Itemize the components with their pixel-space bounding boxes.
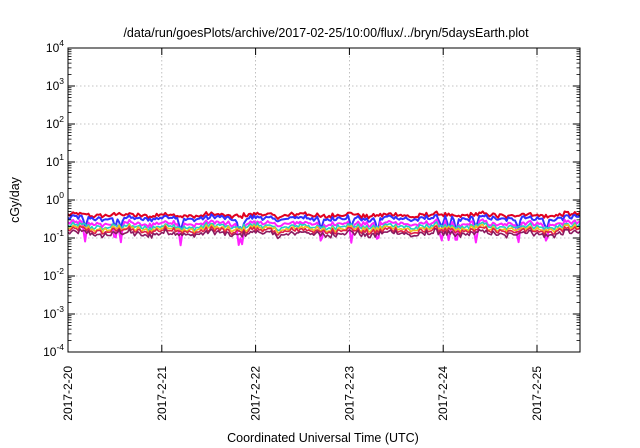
y-tick-label: 10-3 [43, 304, 64, 321]
series-line-3 [67, 218, 581, 247]
ticks [67, 47, 580, 353]
y-tick-label: 101 [46, 152, 64, 169]
grid [68, 48, 580, 352]
y-tick-labels: 10-4 10-3 10-2 10-1 100 101 102 103 104 [43, 38, 64, 359]
y-tick-label: 100 [46, 190, 64, 207]
series-line-7 [67, 227, 581, 240]
series-group [67, 210, 581, 247]
y-tick-label: 103 [46, 76, 64, 93]
x-axis-label: Coordinated Universal Time (UTC) [227, 431, 419, 445]
x-tick-labels: 2017-2-20 2017-2-21 2017-2-22 2017-2-23 2017… [61, 366, 544, 421]
series-line-1 [67, 210, 581, 220]
y-axis-label: cGy/day [8, 176, 22, 223]
x-tick-label: 2017-2-24 [436, 366, 450, 421]
y-tick-label: 10-2 [43, 266, 64, 283]
series-line-6 [67, 225, 581, 236]
y-tick-label: 10-4 [43, 342, 64, 359]
series-line-2 [67, 213, 581, 232]
y-tick-label: 102 [46, 114, 64, 131]
y-tick-label: 10-1 [43, 228, 64, 245]
series-line-4 [67, 221, 581, 232]
chart-title: /data/run/goesPlots/archive/2017-02-25/1… [123, 26, 529, 40]
y-tick-label: 104 [46, 38, 64, 55]
x-tick-label: 2017-2-20 [61, 366, 75, 421]
x-tick-label: 2017-2-25 [530, 366, 544, 421]
x-tick-label: 2017-2-22 [249, 366, 263, 421]
x-tick-label: 2017-2-21 [155, 366, 169, 421]
x-tick-label: 2017-2-23 [342, 366, 356, 421]
